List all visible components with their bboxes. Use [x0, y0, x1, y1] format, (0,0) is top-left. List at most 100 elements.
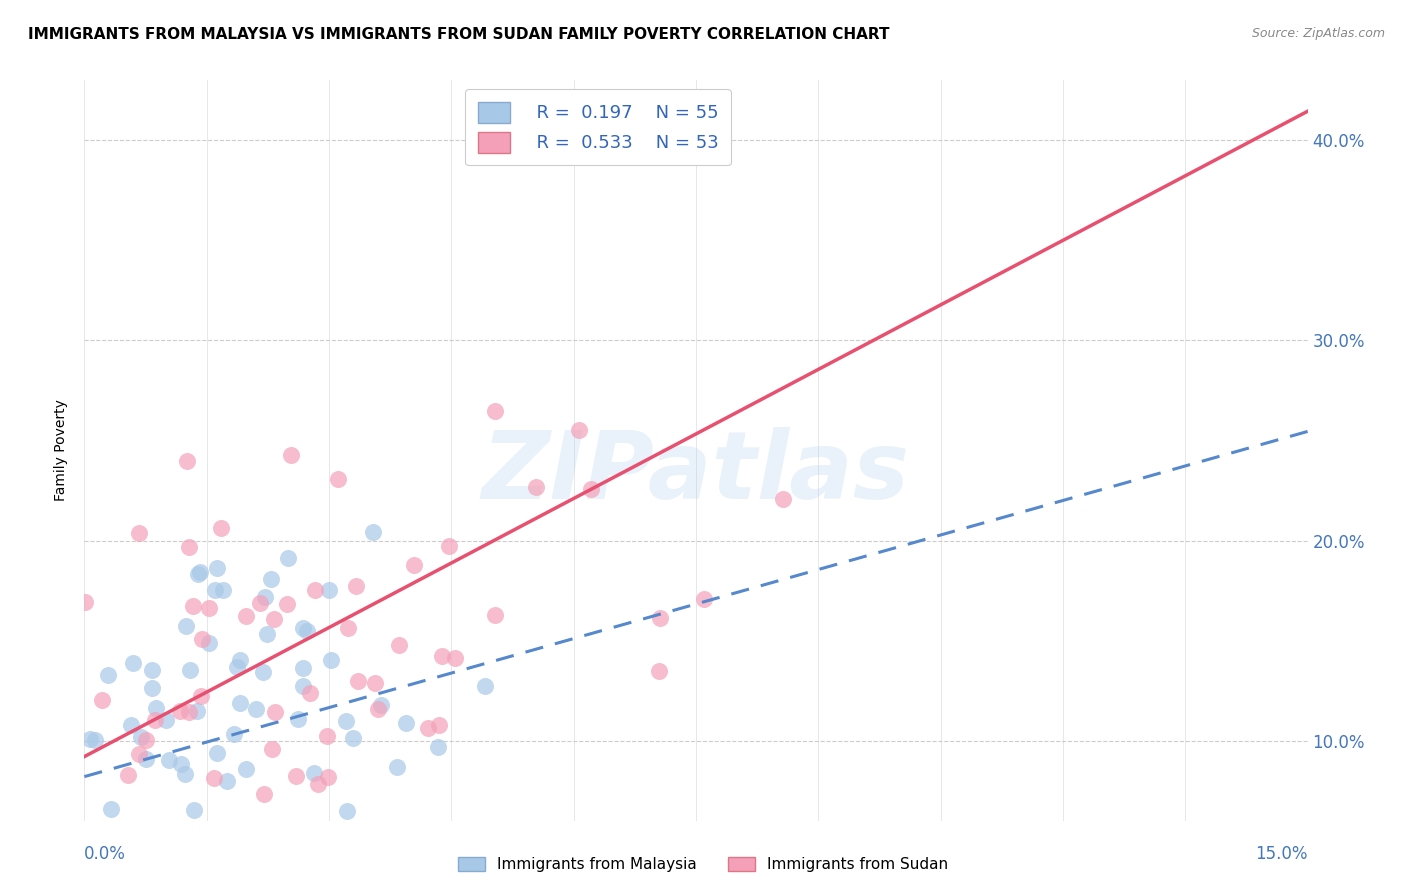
Point: [336, 804, 359, 818]
Point: [260, 572, 283, 586]
Point: [426, 739, 449, 754]
Point: [287, 712, 309, 726]
Point: [235, 762, 257, 776]
Point: [205, 561, 228, 575]
Point: [155, 714, 177, 728]
Point: [191, 632, 214, 647]
Point: [135, 752, 157, 766]
Point: [418, 721, 440, 735]
Legend:   R =  0.197    N = 55,   R =  0.533    N = 53: R = 0.197 N = 55, R = 0.533 N = 53: [465, 89, 731, 165]
Point: [568, 423, 591, 437]
Y-axis label: Family Poverty: Family Poverty: [55, 400, 69, 501]
Point: [128, 525, 150, 540]
Point: [179, 663, 201, 677]
Point: [181, 599, 204, 613]
Point: [370, 698, 392, 713]
Point: [318, 582, 340, 597]
Point: [295, 624, 318, 638]
Point: [170, 757, 193, 772]
Point: [302, 765, 325, 780]
Text: 0.0%: 0.0%: [84, 845, 127, 863]
Point: [321, 653, 343, 667]
Point: [91, 692, 114, 706]
Point: [252, 665, 274, 680]
Point: [335, 714, 357, 728]
Point: [648, 611, 671, 625]
Point: [402, 558, 425, 573]
Point: [277, 551, 299, 566]
Point: [299, 686, 322, 700]
Point: [245, 702, 267, 716]
Point: [135, 732, 157, 747]
Point: [581, 482, 603, 496]
Point: [346, 673, 368, 688]
Point: [326, 472, 349, 486]
Point: [342, 731, 364, 745]
Point: [177, 706, 200, 720]
Point: [188, 565, 211, 579]
Point: [211, 521, 233, 535]
Text: IMMIGRANTS FROM MALAYSIA VS IMMIGRANTS FROM SUDAN FAMILY POVERTY CORRELATION CHA: IMMIGRANTS FROM MALAYSIA VS IMMIGRANTS F…: [28, 27, 890, 42]
Point: [280, 448, 302, 462]
Point: [202, 771, 225, 785]
Point: [430, 648, 453, 663]
Point: [364, 676, 387, 690]
Text: ZIPatlas: ZIPatlas: [482, 426, 910, 518]
Point: [197, 636, 219, 650]
Point: [388, 638, 411, 652]
Point: [229, 653, 252, 667]
Point: [79, 732, 101, 747]
Point: [145, 700, 167, 714]
Point: [169, 704, 191, 718]
Point: [121, 657, 143, 671]
Point: [307, 777, 329, 791]
Point: [337, 621, 360, 635]
Point: [385, 760, 408, 774]
Point: [204, 583, 226, 598]
Point: [292, 621, 315, 635]
Point: [120, 718, 142, 732]
Point: [228, 696, 250, 710]
Point: [100, 802, 122, 816]
Point: [157, 753, 180, 767]
Point: [260, 742, 283, 756]
Point: [367, 702, 389, 716]
Text: 15.0%: 15.0%: [1256, 845, 1308, 863]
Point: [176, 454, 198, 468]
Point: [128, 747, 150, 761]
Point: [484, 404, 506, 418]
Point: [225, 659, 247, 673]
Point: [304, 582, 326, 597]
Point: [254, 590, 277, 604]
Point: [249, 596, 271, 610]
Point: [129, 730, 152, 744]
Point: [212, 582, 235, 597]
Point: [253, 787, 276, 801]
Point: [143, 713, 166, 727]
Point: [648, 664, 671, 678]
Point: [198, 601, 221, 615]
Point: [84, 732, 107, 747]
Point: [73, 595, 96, 609]
Point: [284, 769, 307, 783]
Point: [117, 768, 139, 782]
Point: [190, 690, 212, 704]
Point: [187, 567, 209, 582]
Point: [141, 663, 163, 677]
Point: [183, 803, 205, 817]
Point: [524, 480, 547, 494]
Point: [177, 540, 200, 554]
Point: [395, 715, 418, 730]
Point: [263, 612, 285, 626]
Point: [263, 706, 285, 720]
Point: [186, 705, 208, 719]
Legend: Immigrants from Malaysia, Immigrants from Sudan: Immigrants from Malaysia, Immigrants fro…: [450, 849, 956, 880]
Point: [772, 491, 794, 506]
Point: [439, 539, 461, 553]
Point: [344, 578, 367, 592]
Point: [97, 668, 120, 682]
Point: [205, 746, 228, 760]
Point: [174, 618, 197, 632]
Point: [235, 609, 257, 624]
Point: [316, 729, 339, 743]
